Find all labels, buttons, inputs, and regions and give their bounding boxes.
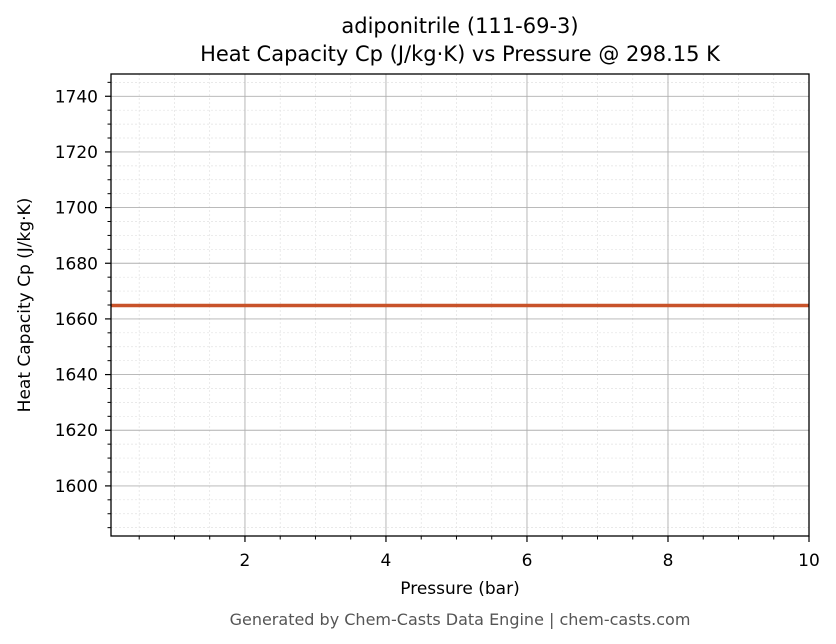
y-tick-label: 1680: [55, 254, 98, 274]
y-tick-label: 1720: [55, 143, 98, 163]
footer-credit: Generated by Chem-Casts Data Engine | ch…: [230, 610, 691, 629]
y-tick-label: 1640: [55, 366, 98, 386]
x-tick-label: 8: [663, 551, 674, 571]
x-tick-label: 10: [798, 551, 820, 571]
x-axis-tick-labels: 2 4 6 8 10: [240, 551, 820, 571]
x-tick-label: 2: [240, 551, 251, 571]
y-axis-label: Heat Capacity Cp (J/kg·K): [15, 198, 35, 413]
x-tick-label: 4: [381, 551, 392, 571]
y-tick-label: 1620: [55, 421, 98, 441]
chart-subtitle: Heat Capacity Cp (J/kg·K) vs Pressure @ …: [200, 42, 721, 66]
x-tick-label: 6: [522, 551, 533, 571]
major-grid: [111, 74, 810, 536]
axis-ticks: [105, 81, 810, 542]
chart-title: adiponitrile (111-69-3): [341, 14, 578, 38]
y-tick-label: 1740: [55, 87, 98, 107]
y-tick-label: 1660: [55, 310, 98, 330]
y-tick-label: 1600: [55, 477, 98, 497]
y-tick-label: 1700: [55, 199, 98, 219]
y-axis-tick-labels: 1600 1620 1640 1660 1680 1700 1720 1740: [55, 87, 98, 497]
x-axis-label: Pressure (bar): [400, 579, 519, 599]
